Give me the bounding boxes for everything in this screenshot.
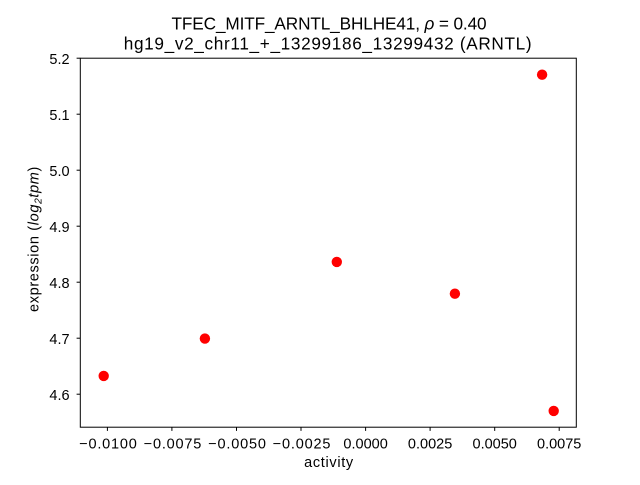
svg-text:−0.0050: −0.0050	[208, 437, 266, 453]
svg-text:4.8: 4.8	[49, 276, 69, 292]
svg-text:0.0075: 0.0075	[537, 437, 581, 453]
svg-text:0.0000: 0.0000	[343, 437, 387, 453]
svg-text:5.2: 5.2	[49, 52, 69, 68]
svg-text:5.1: 5.1	[49, 108, 69, 124]
svg-text:4.6: 4.6	[49, 388, 69, 404]
svg-text:hg19_v2_chr11_+_13299186_13299: hg19_v2_chr11_+_13299186_13299432 (ARNTL…	[124, 33, 533, 53]
svg-text:5.0: 5.0	[49, 164, 69, 180]
svg-text:activity: activity	[304, 455, 354, 471]
svg-text:0.0025: 0.0025	[408, 437, 452, 453]
svg-text:TFEC_MITF_ARNTL_BHLHE41, ρ = 0: TFEC_MITF_ARNTL_BHLHE41, ρ = 0.40	[172, 13, 487, 33]
svg-text:4.9: 4.9	[49, 220, 69, 236]
svg-text:0.0050: 0.0050	[473, 437, 517, 453]
svg-text:−0.0100: −0.0100	[79, 437, 137, 453]
svg-text:expression (log2tpm): expression (log2tpm)	[27, 166, 45, 312]
svg-text:−0.0075: −0.0075	[144, 437, 202, 453]
svg-text:4.7: 4.7	[49, 332, 69, 348]
svg-text:−0.0025: −0.0025	[273, 437, 331, 453]
